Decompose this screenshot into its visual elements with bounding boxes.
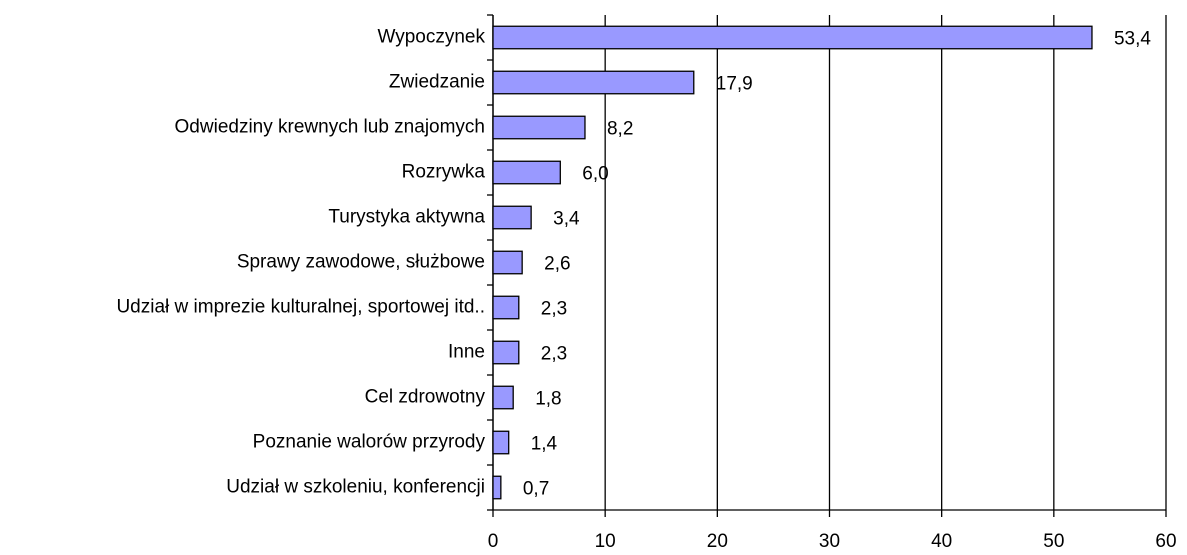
x-tick-label: 10: [595, 531, 616, 552]
y-tick-label: Wypoczynek: [377, 27, 485, 48]
data-label: 2,3: [541, 299, 567, 320]
bar: [492, 475, 502, 500]
data-label: 0,7: [523, 479, 549, 500]
x-tick-label: 50: [1043, 531, 1064, 552]
bar: [492, 115, 586, 140]
bar: [492, 385, 514, 410]
data-label: 17,9: [716, 74, 753, 95]
x-tick-label: 40: [931, 531, 952, 552]
y-tick-label: Poznanie walorów przyrody: [253, 432, 486, 453]
data-label: 1,4: [531, 434, 558, 455]
y-tick-label: Zwiedzanie: [389, 72, 485, 93]
bar: [492, 25, 1093, 50]
x-tick-label: 30: [819, 531, 840, 552]
x-tick-label: 60: [1155, 531, 1176, 552]
bar: [492, 205, 532, 230]
y-tick-label: Udział w imprezie kulturalnej, sportowej…: [116, 297, 485, 318]
y-tick-label: Turystyka aktywna: [328, 207, 485, 228]
data-label: 53,4: [1114, 29, 1151, 50]
bar: [492, 70, 695, 95]
x-tick-label: 0: [488, 531, 499, 552]
data-label: 8,2: [607, 119, 633, 140]
bar: [492, 430, 510, 455]
bar: [492, 295, 520, 320]
bar: [492, 250, 523, 275]
x-tick-label: 20: [707, 531, 728, 552]
bar: [492, 340, 520, 365]
data-label: 1,8: [535, 389, 561, 410]
y-tick-label: Odwiedziny krewnych lub znajomych: [175, 117, 485, 138]
y-tick-label: Inne: [448, 342, 485, 363]
y-tick-label: Rozrywka: [402, 162, 486, 183]
data-label: 2,6: [544, 254, 570, 275]
bar: [492, 160, 561, 185]
y-tick-label: Udział w szkoleniu, konferencji: [226, 477, 485, 498]
data-label: 2,3: [541, 344, 567, 365]
data-label: 3,4: [553, 209, 580, 230]
y-tick-label: Sprawy zawodowe, służbowe: [237, 252, 485, 273]
y-tick-label: Cel zdrowotny: [365, 387, 486, 408]
data-label: 6,0: [582, 164, 608, 185]
